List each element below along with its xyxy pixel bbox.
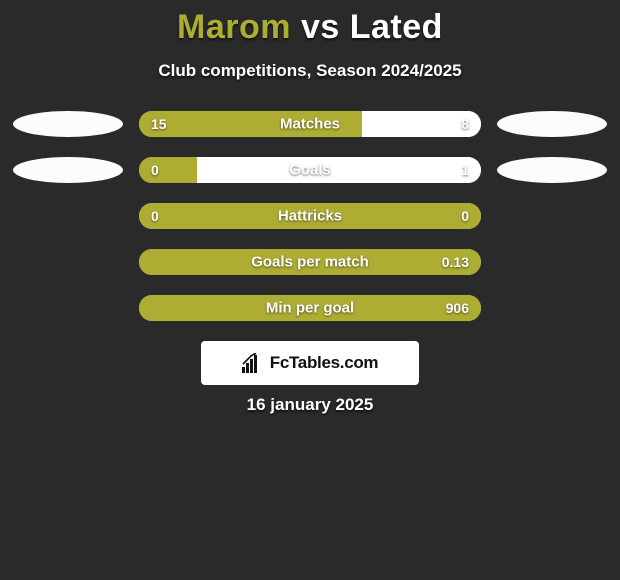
title-player-a: Marom bbox=[177, 8, 291, 46]
bar-fill-player-b bbox=[197, 157, 481, 183]
stat-label: Goals per match bbox=[251, 254, 369, 271]
stat-label: Hattricks bbox=[278, 208, 342, 225]
fctables-badge[interactable]: FcTables.com bbox=[201, 341, 419, 385]
stat-bar: 0 0 Hattricks bbox=[139, 203, 481, 229]
stat-row: 0.13 Goals per match bbox=[0, 249, 620, 275]
stat-bar: 0.13 Goals per match bbox=[139, 249, 481, 275]
stats-list: 15 8 Matches 0 1 Goals 0 0 Hattricks 0.13 Goals pe… bbox=[0, 111, 620, 321]
stat-bar: 15 8 Matches bbox=[139, 111, 481, 137]
stat-row: 15 8 Matches bbox=[0, 111, 620, 137]
fctables-label: FcTables.com bbox=[270, 353, 379, 373]
subtitle: Club competitions, Season 2024/2025 bbox=[0, 61, 620, 81]
stat-value-b: 8 bbox=[461, 116, 469, 132]
player-b-avatar bbox=[497, 111, 607, 137]
comparison-card: Marom vs Lated Club competitions, Season… bbox=[0, 0, 620, 415]
stat-label: Matches bbox=[280, 116, 340, 133]
player-a-avatar bbox=[13, 157, 123, 183]
stat-value-b: 0 bbox=[461, 208, 469, 224]
stat-label: Min per goal bbox=[266, 300, 354, 317]
bar-fill-player-a bbox=[139, 157, 197, 183]
stat-value-a: 15 bbox=[151, 116, 167, 132]
title-vs: vs bbox=[301, 8, 340, 46]
page-title: Marom vs Lated bbox=[0, 8, 620, 47]
player-a-avatar bbox=[13, 111, 123, 137]
stat-bar: 0 1 Goals bbox=[139, 157, 481, 183]
fctables-logo-icon bbox=[242, 353, 264, 373]
date-label: 16 january 2025 bbox=[0, 395, 620, 415]
stat-row: 0 1 Goals bbox=[0, 157, 620, 183]
stat-bar: 906 Min per goal bbox=[139, 295, 481, 321]
stat-row: 0 0 Hattricks bbox=[0, 203, 620, 229]
stat-value-a: 0 bbox=[151, 208, 159, 224]
stat-value-a: 0 bbox=[151, 162, 159, 178]
stat-value-b: 1 bbox=[461, 162, 469, 178]
stat-value-b: 0.13 bbox=[442, 254, 469, 270]
player-b-avatar bbox=[497, 157, 607, 183]
stat-row: 906 Min per goal bbox=[0, 295, 620, 321]
stat-label: Goals bbox=[289, 162, 331, 179]
stat-value-b: 906 bbox=[446, 300, 469, 316]
title-player-b: Lated bbox=[350, 8, 443, 46]
